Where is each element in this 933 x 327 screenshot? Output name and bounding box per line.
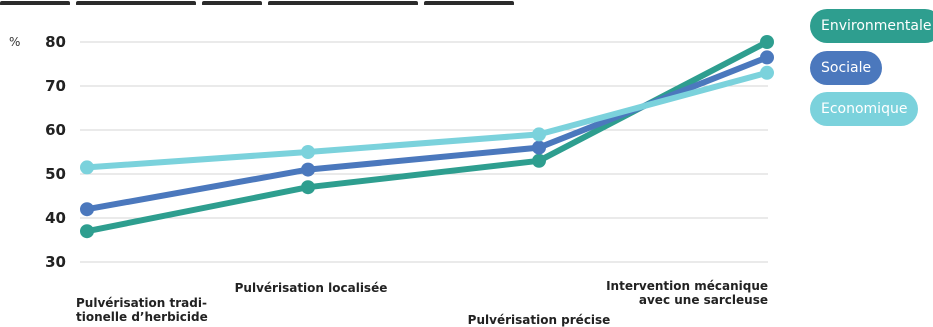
data-point-economique (301, 145, 315, 159)
data-point-environmentale (760, 35, 774, 49)
data-point-sociale (760, 50, 774, 65)
data-point-economique (80, 160, 94, 175)
data-point-sociale (532, 140, 546, 155)
y-axis: 30 40 50 60 70 80 (45, 33, 66, 271)
legend-item-environmentale: Environmentale (810, 9, 933, 43)
legend-item-sociale: Sociale (810, 51, 883, 85)
legend-item-economique: Economique (810, 92, 919, 126)
cropped-title (0, 0, 620, 5)
series-layer (80, 35, 774, 239)
data-point-economique (760, 65, 774, 80)
y-axis-unit: % (9, 35, 20, 49)
y-tick-label: 30 (45, 253, 66, 271)
data-point-environmentale (80, 224, 94, 239)
data-point-economique (532, 127, 546, 142)
data-point-environmentale (532, 153, 546, 168)
y-tick-label: 80 (45, 33, 66, 51)
x-category-label: Intervention mécanique avec une sarcleuse (606, 279, 768, 307)
series-line-sociale (84, 54, 770, 213)
series-line-environmentale (84, 39, 770, 235)
series-line-economique (84, 69, 770, 171)
data-point-environmentale (301, 180, 315, 195)
grid-lines (80, 41, 768, 263)
x-axis-labels: Pulvérisation tradi-tionelle d’herbicide… (76, 279, 768, 327)
x-category-label: Pulvérisation localisée (235, 281, 388, 295)
x-category-label: Pulvérisation précise (468, 313, 611, 327)
y-tick-label: 70 (45, 77, 66, 95)
data-point-sociale (80, 202, 94, 217)
y-tick-label: 60 (45, 121, 66, 139)
x-category-label: Pulvérisation tradi-tionelle d’herbicide (76, 296, 208, 324)
data-point-sociale (301, 162, 315, 177)
y-tick-label: 50 (45, 165, 66, 183)
y-tick-label: 40 (45, 209, 66, 227)
